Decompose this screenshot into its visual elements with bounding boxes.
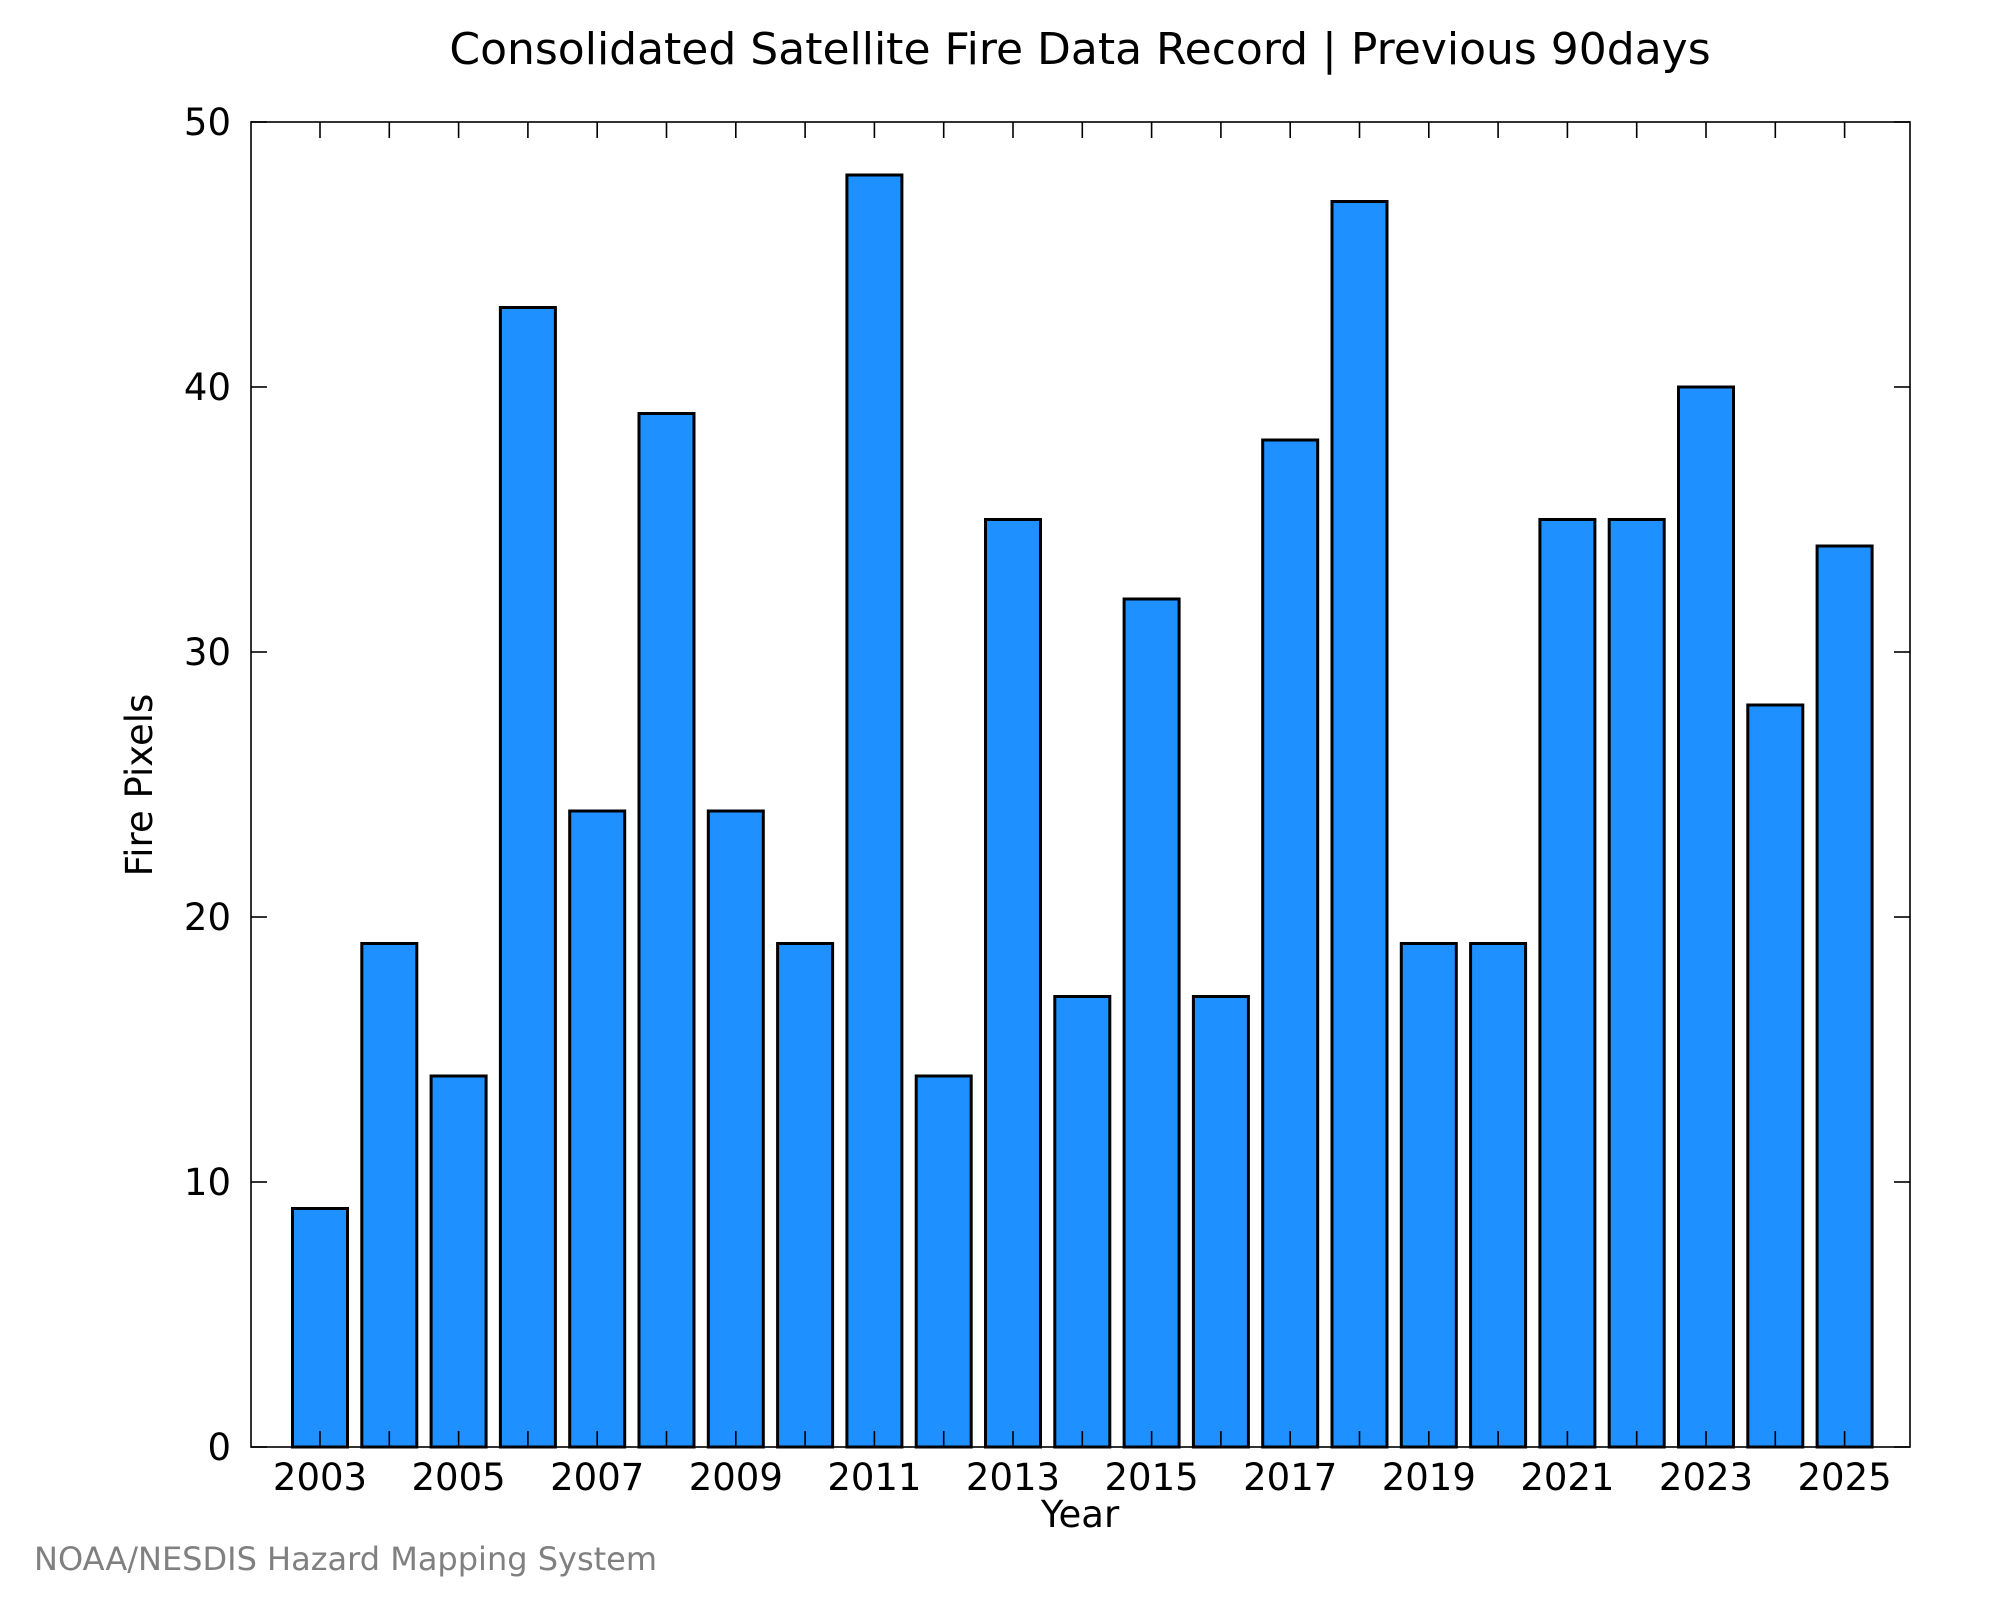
x-tick-label-2025: 2025 <box>1798 1456 1892 1499</box>
bar-2007 <box>568 809 627 1449</box>
bar-2011 <box>845 173 904 1449</box>
bar-2025 <box>1815 544 1874 1449</box>
y-tick-label-20: 20 <box>184 896 231 939</box>
bar-2015 <box>1122 597 1181 1449</box>
bar-2023 <box>1677 385 1735 1449</box>
x-tick-label-2021: 2021 <box>1520 1456 1614 1499</box>
x-tick-label-2017: 2017 <box>1243 1456 1337 1499</box>
x-tick-label-2003: 2003 <box>273 1456 367 1499</box>
bar-2013 <box>984 518 1042 1449</box>
bar-2008 <box>637 412 696 1449</box>
bar-2017 <box>1261 438 1320 1449</box>
y-tick-label-10: 10 <box>184 1161 231 1204</box>
y-tick-label-50: 50 <box>184 101 231 144</box>
bar-2018 <box>1330 200 1389 1449</box>
x-tick-label-2013: 2013 <box>966 1456 1060 1499</box>
credit-text: NOAA/NESDIS Hazard Mapping System <box>34 1540 657 1578</box>
bar-2022 <box>1607 518 1666 1449</box>
y-tick-label-40: 40 <box>184 366 231 409</box>
tick-labels: 2003 2005 2007 2009 2011 2013 2015 2017 2019 2021… <box>184 101 1892 1499</box>
bar-2010 <box>776 942 835 1449</box>
x-tick-label-2009: 2009 <box>689 1456 783 1499</box>
bar-2020 <box>1469 942 1528 1449</box>
bar-2016 <box>1191 995 1250 1449</box>
bar-2019 <box>1399 942 1458 1449</box>
bar-2014 <box>1053 995 1112 1449</box>
bar-2003 <box>291 1207 349 1449</box>
y-axis-label: Fire Pixels <box>118 694 161 877</box>
y-tick-label-0: 0 <box>207 1426 231 1469</box>
bar-2006 <box>498 306 557 1449</box>
x-tick-label-2019: 2019 <box>1382 1456 1476 1499</box>
x-tick-label-2007: 2007 <box>550 1456 644 1499</box>
bar-2012 <box>914 1074 973 1449</box>
x-tick-label-2023: 2023 <box>1659 1456 1753 1499</box>
y-tick-label-30: 30 <box>184 631 231 674</box>
plot-frame <box>250 121 1911 1448</box>
bar-2005 <box>429 1074 488 1449</box>
bar-2021 <box>1538 518 1597 1449</box>
x-tick-label-2011: 2011 <box>827 1456 921 1499</box>
bar-2004 <box>360 942 419 1449</box>
bar-series <box>291 173 1874 1449</box>
x-tick-label-2015: 2015 <box>1105 1456 1199 1499</box>
bar-2009 <box>706 809 765 1449</box>
x-tick-label-2005: 2005 <box>412 1456 506 1499</box>
chart-title: Consolidated Satellite Fire Data Record … <box>449 24 1710 75</box>
x-axis-label: Year <box>1040 1493 1120 1536</box>
bar-2024 <box>1746 703 1805 1449</box>
